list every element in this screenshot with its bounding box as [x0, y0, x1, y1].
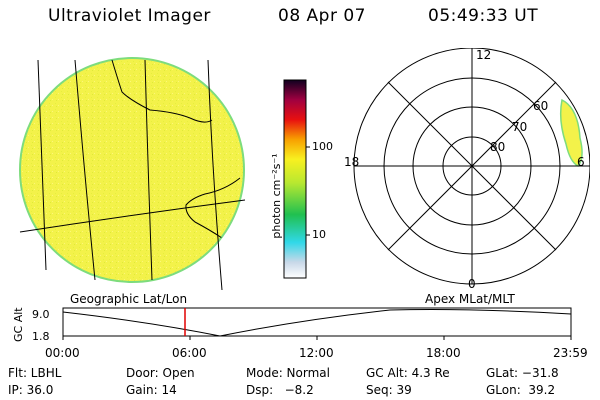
glon-info: GLon: 39.2	[486, 383, 556, 397]
polar-plot: 12 18 6 0 60 70 80	[344, 48, 590, 291]
polar-plot-title: Apex MLat/MLT	[425, 292, 515, 306]
dsp-info: Dsp: −8.2	[246, 383, 314, 397]
geo-plot-title: Geographic Lat/Lon	[70, 292, 188, 306]
altitude-strip: GC Alt 9.0 1.8	[12, 307, 572, 343]
earth-disk	[19, 57, 245, 283]
mlt-label-0: 0	[468, 277, 476, 291]
mlt-label-18: 18	[344, 155, 359, 169]
lat-label-80: 80	[490, 140, 505, 154]
altitude-curve	[62, 309, 572, 337]
instrument-title: Ultraviolet Imager	[48, 6, 211, 26]
colorbar: photon cm⁻²s⁻¹	[270, 79, 310, 279]
time-tick-1800: 18:00	[426, 346, 461, 360]
colorbar-tick-10: 10	[312, 228, 326, 241]
polar-grid	[353, 48, 590, 285]
mode-info: Mode: Normal	[246, 366, 330, 380]
alt-tick-1-8: 1.8	[32, 330, 50, 343]
colorbar-unit-label: photon cm⁻²s⁻¹	[270, 153, 283, 238]
lat-label-60: 60	[533, 99, 548, 113]
gc-alt-info: GC Alt: 4.3 Re	[366, 366, 450, 380]
time-tick-1200: 12:00	[299, 346, 334, 360]
lat-lon-grid	[19, 59, 246, 291]
altitude-axis-label: GC Alt	[12, 307, 25, 342]
ip-info: IP: 36.0	[8, 383, 54, 397]
header-date: 08 Apr 07	[278, 6, 366, 26]
time-tick-0600: 06:00	[172, 346, 207, 360]
time-tick-2359: 23:59	[553, 346, 588, 360]
glat-info: GLat: −31.8	[486, 366, 559, 380]
lat-label-70: 70	[512, 120, 527, 134]
header-time: 05:49:33 UT	[428, 6, 539, 26]
mlt-label-6: 6	[577, 155, 585, 169]
filter-info: Flt: LBHL	[8, 366, 62, 380]
gain-info: Gain: 14	[126, 383, 177, 397]
seq-info: Seq: 39	[366, 383, 412, 397]
coastlines	[111, 59, 241, 239]
mlt-label-12: 12	[476, 48, 491, 62]
alt-tick-9: 9.0	[32, 308, 50, 321]
time-tick-0000: 00:00	[45, 346, 80, 360]
door-info: Door: Open	[126, 366, 195, 380]
colorbar-tick-100: 100	[312, 140, 333, 153]
